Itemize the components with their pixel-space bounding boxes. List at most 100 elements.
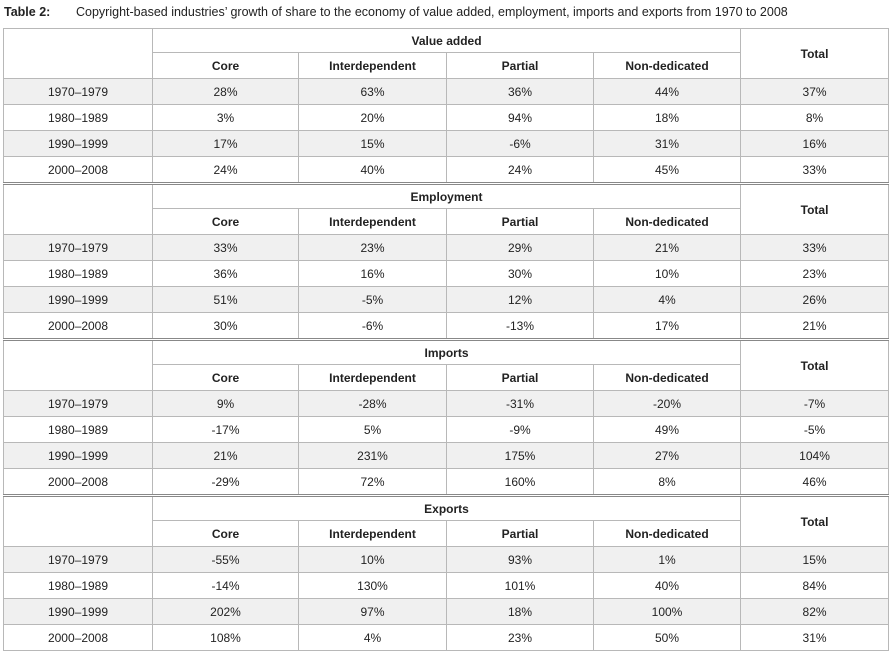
- cell: 44%: [592, 78, 742, 105]
- empty-cell: [3, 182, 153, 235]
- cell: 51%: [152, 286, 299, 313]
- column-header: Total: [740, 494, 890, 547]
- cell: -9%: [446, 416, 594, 443]
- row-label: 1990–1999: [3, 286, 153, 313]
- cell: 130%: [298, 572, 447, 599]
- cell: 49%: [592, 416, 742, 443]
- cell: 97%: [298, 598, 447, 625]
- cell: 20%: [298, 104, 447, 131]
- cell: -55%: [152, 546, 299, 573]
- cell: 5%: [298, 416, 447, 443]
- cell: 8%: [592, 468, 742, 496]
- data-row: 1970–1979 9% -28% -31% -20% -7%: [3, 390, 890, 417]
- column-header-row: Core Interdependent Partial Non-dedicated: [4, 364, 889, 391]
- section-header-row: Value added Total: [3, 28, 890, 79]
- section-header-row: Imports Total: [3, 338, 890, 391]
- cell: 33%: [152, 234, 299, 261]
- cell: 94%: [446, 104, 594, 131]
- cell: 84%: [740, 572, 890, 599]
- cell: 3%: [152, 104, 299, 131]
- cell: 82%: [740, 598, 890, 625]
- row-label: 1980–1989: [3, 572, 153, 599]
- column-header: Interdependent: [298, 364, 447, 391]
- column-header: Total: [740, 338, 890, 391]
- caption: Table 2: Copyright-based industries’ grow…: [0, 0, 893, 28]
- cell: 63%: [298, 78, 447, 105]
- section-title: Value added: [151, 28, 742, 53]
- empty-cell: [3, 338, 153, 391]
- data-row: 1970–1979 33% 23% 29% 21% 33%: [3, 234, 890, 261]
- cell: 231%: [298, 442, 447, 469]
- cell: 202%: [152, 598, 299, 625]
- cell: 16%: [298, 260, 447, 287]
- row-label: 2000–2008: [3, 624, 153, 651]
- caption-label: Table 2:: [4, 5, 51, 19]
- cell: 21%: [152, 442, 299, 469]
- column-header: Core: [152, 208, 299, 235]
- cell: 50%: [592, 624, 742, 651]
- cell: 36%: [152, 260, 299, 287]
- row-label: 1990–1999: [3, 130, 153, 157]
- cell: 46%: [740, 468, 890, 496]
- cell: 4%: [592, 286, 742, 313]
- cell: 30%: [446, 260, 594, 287]
- section-header-row: Employment Total: [3, 182, 890, 235]
- column-header: Total: [740, 182, 890, 235]
- cell: -5%: [298, 286, 447, 313]
- section-title: Imports: [151, 338, 742, 365]
- column-header-row: Core Interdependent Partial Non-dedicated: [4, 520, 889, 547]
- cell: 45%: [592, 156, 742, 184]
- cell: 8%: [740, 104, 890, 131]
- column-header: Core: [152, 364, 299, 391]
- row-label: 1980–1989: [3, 416, 153, 443]
- data-row: 1990–1999 17% 15% -6% 31% 16%: [3, 130, 890, 157]
- cell: -31%: [446, 390, 594, 417]
- cell: 33%: [740, 156, 890, 184]
- data-row: 1990–1999 21% 231% 175% 27% 104%: [3, 442, 890, 469]
- data-row: 2000–2008 30% -6% -13% 17% 21%: [3, 312, 890, 340]
- cell: 21%: [740, 312, 890, 340]
- cell: -29%: [152, 468, 299, 496]
- row-label: 1970–1979: [3, 234, 153, 261]
- cell: -20%: [592, 390, 742, 417]
- cell: -7%: [740, 390, 890, 417]
- data-row: 1980–1989 -17% 5% -9% 49% -5%: [3, 416, 890, 443]
- cell: 15%: [740, 546, 890, 573]
- cell: 23%: [740, 260, 890, 287]
- column-header: Interdependent: [298, 208, 447, 235]
- column-header: Non-dedicated: [592, 52, 742, 79]
- column-header: Core: [152, 520, 299, 547]
- cell: 27%: [592, 442, 742, 469]
- row-label: 1980–1989: [3, 260, 153, 287]
- cell: 30%: [152, 312, 299, 340]
- section-header-row: Exports Total: [3, 494, 890, 547]
- cell: 4%: [298, 624, 447, 651]
- cell: 18%: [592, 104, 742, 131]
- caption-title: Copyright-based industries’ growth of sh…: [76, 5, 788, 19]
- row-label: 1980–1989: [3, 104, 153, 131]
- cell: 10%: [298, 546, 447, 573]
- cell: 1%: [592, 546, 742, 573]
- cell: 104%: [740, 442, 890, 469]
- data-row: 1970–1979 -55% 10% 93% 1% 15%: [3, 546, 890, 573]
- data-row: 1980–1989 3% 20% 94% 18% 8%: [3, 104, 890, 131]
- cell: 23%: [446, 624, 594, 651]
- data-row: 2000–2008 24% 40% 24% 45% 33%: [3, 156, 890, 184]
- empty-cell: [3, 494, 153, 547]
- row-label: 2000–2008: [3, 468, 153, 496]
- cell: 175%: [446, 442, 594, 469]
- row-label: 1970–1979: [3, 390, 153, 417]
- data-row: 1980–1989 36% 16% 30% 10% 23%: [3, 260, 890, 287]
- column-header-row: Core Interdependent Partial Non-dedicated: [4, 52, 889, 79]
- data-row: 1990–1999 51% -5% 12% 4% 26%: [3, 286, 890, 313]
- cell: 101%: [446, 572, 594, 599]
- row-label: 1970–1979: [3, 546, 153, 573]
- cell: 15%: [298, 130, 447, 157]
- cell: 10%: [592, 260, 742, 287]
- cell: -13%: [446, 312, 594, 340]
- row-label: 1990–1999: [3, 598, 153, 625]
- cell: 17%: [592, 312, 742, 340]
- row-label: 1970–1979: [3, 78, 153, 105]
- column-header: Partial: [446, 208, 594, 235]
